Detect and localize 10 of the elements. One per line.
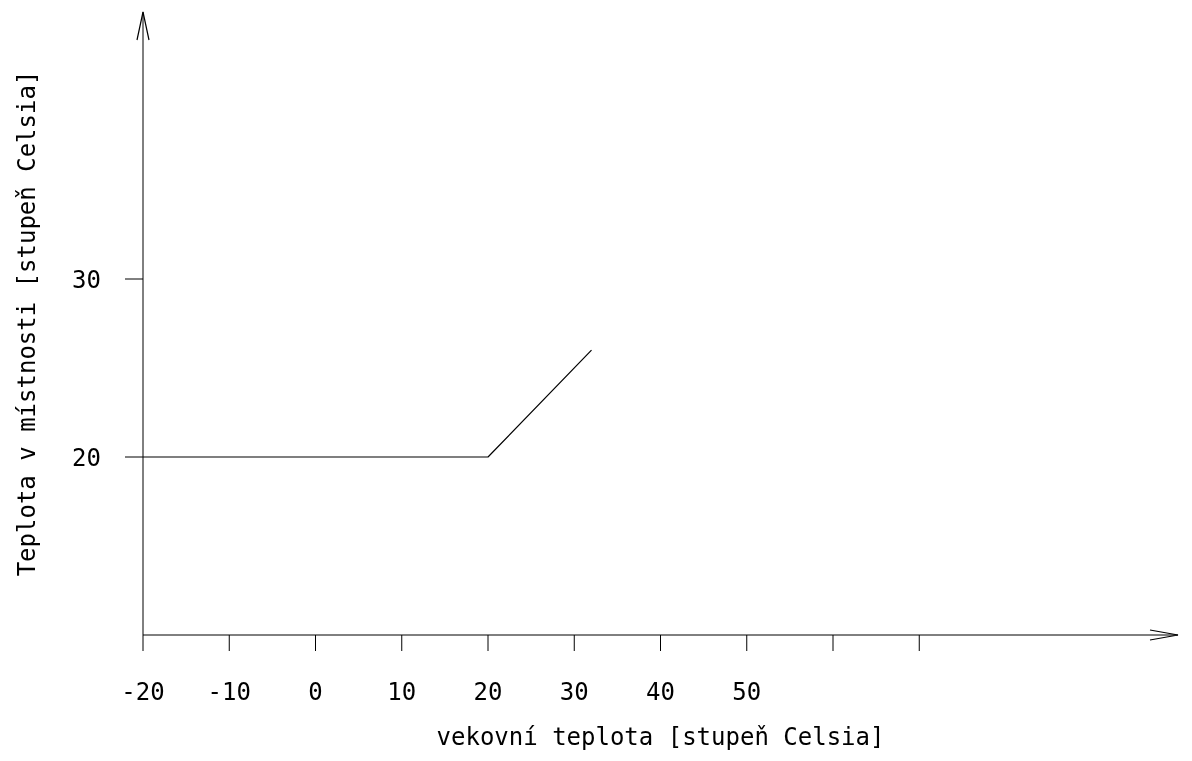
x-tick-label: 40 <box>646 678 675 707</box>
x-tick-label: -20 <box>121 678 165 707</box>
x-tick-label: -10 <box>207 678 251 707</box>
x-tick-label: 0 <box>308 678 323 707</box>
x-tick-label: 10 <box>387 678 417 707</box>
x-tick-label: 50 <box>732 678 762 707</box>
x-tick-label: 20 <box>473 678 503 707</box>
y-axis-title: Teplota v místnosti [stupeň Celsia] <box>12 70 41 577</box>
x-tick-label: 30 <box>559 678 589 707</box>
x-axis-title: vekovní teplota [stupeň Celsia] <box>436 723 885 751</box>
